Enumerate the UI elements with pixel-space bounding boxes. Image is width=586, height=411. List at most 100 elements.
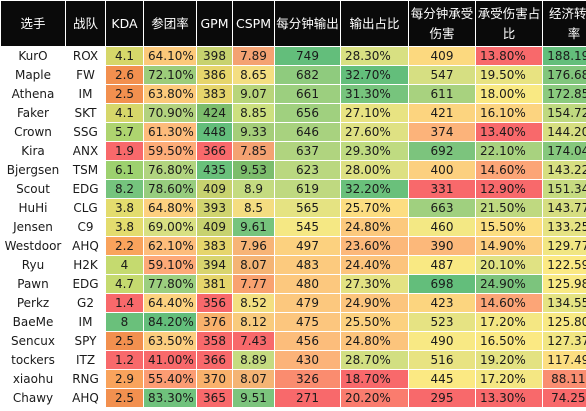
- header-cell[interactable]: 输出占比: [340, 0, 409, 47]
- stat-cell[interactable]: 479: [274, 293, 341, 313]
- header-cell[interactable]: 战队: [65, 0, 106, 47]
- stat-cell[interactable]: 682: [274, 65, 341, 85]
- stat-cell[interactable]: 2.2: [105, 236, 144, 256]
- stat-cell[interactable]: 20.10%: [475, 255, 543, 275]
- stat-cell[interactable]: 8.2: [105, 179, 144, 199]
- stat-cell[interactable]: 5.7: [105, 122, 144, 142]
- stat-cell[interactable]: 475: [274, 312, 341, 332]
- player-name-cell[interactable]: Bjergsen: [0, 160, 66, 180]
- stat-cell[interactable]: 8.07: [232, 255, 275, 275]
- stat-cell[interactable]: 17.20%: [475, 312, 543, 332]
- player-name-cell[interactable]: KurO: [0, 46, 66, 66]
- header-cell[interactable]: 每分钟承受伤害: [408, 0, 476, 47]
- table-row[interactable]: KurO ROX 4.1 64.10% 398 7.89 749 28.30% 409 13.80…: [0, 46, 586, 66]
- stat-cell[interactable]: 133.25%: [542, 217, 586, 237]
- stat-cell[interactable]: 27.10%: [340, 103, 409, 123]
- stat-cell[interactable]: 28.00%: [340, 160, 409, 180]
- stat-cell[interactable]: 646: [274, 122, 341, 142]
- table-row[interactable]: Sencux SPY 2.5 63.50% 358 7.43 456 24.80% 490 16.…: [0, 331, 586, 351]
- stat-cell[interactable]: 1.4: [105, 293, 144, 313]
- stat-cell[interactable]: 129.77%: [542, 236, 586, 256]
- header-cell[interactable]: 选手: [0, 0, 66, 47]
- stat-cell[interactable]: 460: [408, 217, 476, 237]
- player-name-cell[interactable]: Jensen: [0, 217, 66, 237]
- stat-cell[interactable]: 516: [408, 350, 476, 370]
- stat-cell[interactable]: 749: [274, 46, 341, 66]
- team-cell[interactable]: AHQ: [65, 236, 106, 256]
- stat-cell[interactable]: 487: [408, 255, 476, 275]
- stat-cell[interactable]: 8.12: [232, 312, 275, 332]
- stat-cell[interactable]: 88.11%: [542, 369, 586, 389]
- stat-cell[interactable]: 83.30%: [143, 388, 197, 408]
- table-row[interactable]: Pawn EDG 4.7 77.80% 381 7.77 480 27.30% 698 24.90…: [0, 274, 586, 294]
- stat-cell[interactable]: 70.90%: [143, 103, 197, 123]
- stat-cell[interactable]: 326: [274, 369, 341, 389]
- stat-cell[interactable]: 151.34%: [542, 179, 586, 199]
- stat-cell[interactable]: 409: [196, 217, 233, 237]
- player-name-cell[interactable]: Ryu: [0, 255, 66, 275]
- stat-cell[interactable]: 69.00%: [143, 217, 197, 237]
- stat-cell[interactable]: 76.80%: [143, 160, 197, 180]
- stat-cell[interactable]: 55.40%: [143, 369, 197, 389]
- stat-cell[interactable]: 9.53: [232, 160, 275, 180]
- stat-cell[interactable]: 435: [196, 160, 233, 180]
- stat-cell[interactable]: 381: [196, 274, 233, 294]
- stat-cell[interactable]: 390: [408, 236, 476, 256]
- stat-cell[interactable]: 637: [274, 141, 341, 161]
- table-row[interactable]: BaeMe IM 8 84.20% 376 8.12 475 25.50% 523 17.20% 1…: [0, 312, 586, 332]
- stat-cell[interactable]: 8.89: [232, 350, 275, 370]
- team-cell[interactable]: CLG: [65, 198, 106, 218]
- stat-cell[interactable]: 497: [274, 236, 341, 256]
- stat-cell[interactable]: 8: [105, 312, 144, 332]
- stat-cell[interactable]: 4.1: [105, 46, 144, 66]
- stat-cell[interactable]: 32.70%: [340, 65, 409, 85]
- stat-cell[interactable]: 16.10%: [475, 103, 543, 123]
- team-cell[interactable]: G2: [65, 293, 106, 313]
- stat-cell[interactable]: 370: [196, 369, 233, 389]
- stat-cell[interactable]: 28.70%: [340, 350, 409, 370]
- stat-cell[interactable]: 176.68%: [542, 65, 586, 85]
- player-name-cell[interactable]: BaeMe: [0, 312, 66, 332]
- stat-cell[interactable]: 656: [274, 103, 341, 123]
- stat-cell[interactable]: 144.20%: [542, 122, 586, 142]
- header-cell[interactable]: GPM: [196, 0, 233, 47]
- table-row[interactable]: Faker SKT 4.1 70.90% 424 8.85 656 27.10% 421 16.1…: [0, 103, 586, 123]
- stat-cell[interactable]: 545: [274, 217, 341, 237]
- stat-cell[interactable]: 7.77: [232, 274, 275, 294]
- stat-cell[interactable]: 29.30%: [340, 141, 409, 161]
- stat-cell[interactable]: 2.5: [105, 331, 144, 351]
- stat-cell[interactable]: 24.40%: [340, 255, 409, 275]
- team-cell[interactable]: AHQ: [65, 388, 106, 408]
- stat-cell[interactable]: 188.19%: [542, 46, 586, 66]
- stat-cell[interactable]: 143.22%: [542, 160, 586, 180]
- stat-cell[interactable]: 21.50%: [475, 198, 543, 218]
- stat-cell[interactable]: 374: [408, 122, 476, 142]
- stat-cell[interactable]: 409: [196, 179, 233, 199]
- team-cell[interactable]: SSG: [65, 122, 106, 142]
- stat-cell[interactable]: 63.80%: [143, 84, 197, 104]
- stat-cell[interactable]: 358: [196, 331, 233, 351]
- stat-cell[interactable]: 3.8: [105, 217, 144, 237]
- stat-cell[interactable]: 59.10%: [143, 255, 197, 275]
- team-cell[interactable]: H2K: [65, 255, 106, 275]
- stat-cell[interactable]: 565: [274, 198, 341, 218]
- stat-cell[interactable]: 24.80%: [340, 217, 409, 237]
- table-row[interactable]: Kira ANX 1.9 59.50% 366 7.85 637 29.30% 692 22.10…: [0, 141, 586, 161]
- stat-cell[interactable]: 72.10%: [143, 65, 197, 85]
- stat-cell[interactable]: 23.60%: [340, 236, 409, 256]
- stat-cell[interactable]: 331: [408, 179, 476, 199]
- player-name-cell[interactable]: Crown: [0, 122, 66, 142]
- header-cell[interactable]: 参团率: [143, 0, 197, 47]
- player-name-cell[interactable]: Sencux: [0, 331, 66, 351]
- table-row[interactable]: Athena IM 2.5 63.80% 383 9.07 661 31.30% 611 18.0…: [0, 84, 586, 104]
- table-row[interactable]: Jensen C9 3.8 69.00% 409 9.61 545 24.80% 460 15.5…: [0, 217, 586, 237]
- stat-cell[interactable]: 2.9: [105, 369, 144, 389]
- stat-cell[interactable]: 1.9: [105, 141, 144, 161]
- header-cell[interactable]: KDA: [105, 0, 144, 47]
- stat-cell[interactable]: 7.43: [232, 331, 275, 351]
- stat-cell[interactable]: 62.10%: [143, 236, 197, 256]
- stat-cell[interactable]: 4: [105, 255, 144, 275]
- stat-cell[interactable]: 13.80%: [475, 46, 543, 66]
- table-row[interactable]: Chawy AHQ 2.5 83.30% 365 9.51 271 20.20% 295 13.3…: [0, 388, 586, 408]
- stat-cell[interactable]: 32.20%: [340, 179, 409, 199]
